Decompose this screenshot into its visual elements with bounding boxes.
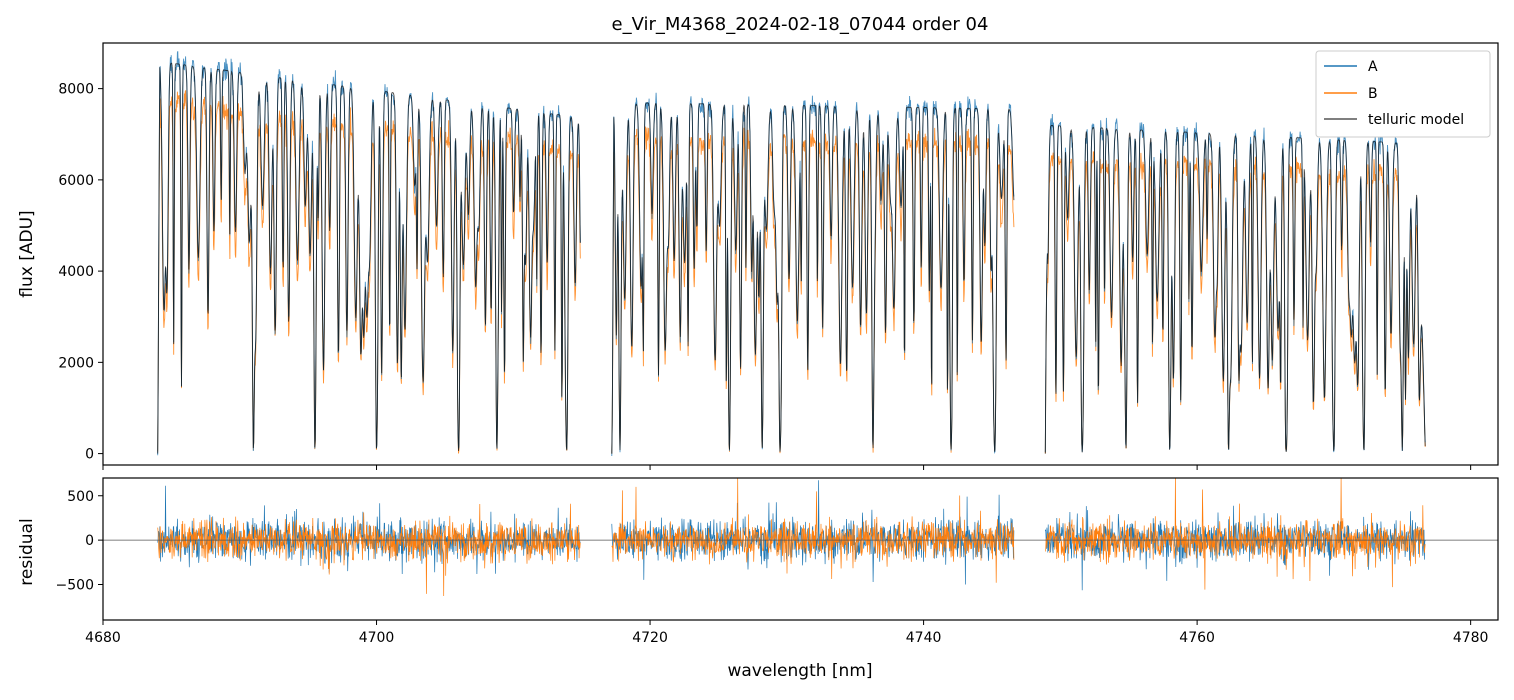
residual-b-line [157,503,581,597]
legend-label-b: B [1368,86,1378,102]
telluric-model-line [1044,125,1426,454]
residual-x-ticks: 4680 4700 4720 4740 4760 4780 [85,620,1488,646]
residual-y-axis-label: residual [17,518,37,585]
residual-y-tick-label: −500 [56,578,94,594]
residual-panel-frame [102,477,1499,621]
flux-y-tick-label: 8000 [58,82,94,98]
flux-y-axis-label: flux [ADU] [17,210,37,297]
flux-y-tick-label: 6000 [58,173,94,189]
residual-x-tick-label: 4700 [359,630,395,646]
legend-label-model: telluric model [1368,112,1464,128]
flux-panel-frame [102,42,1499,466]
flux-x-ticks [102,465,1472,470]
series-telluric-model [157,62,1426,454]
flux-y-ticks: 0 2000 4000 6000 8000 [58,82,103,463]
residual-panel: −500 0 500 4680 4700 4720 4740 4760 4780 residu… [17,477,1499,681]
residual-x-tick-label: 4780 [1453,630,1489,646]
series-b-line [157,90,581,454]
residual-y-ticks: −500 0 500 [56,489,103,594]
residual-b-line [611,478,1015,583]
flux-y-tick-label: 4000 [58,264,94,280]
x-axis-label: wavelength [nm] [727,661,872,681]
flux-y-tick-label: 2000 [58,355,94,371]
residual-x-tick-label: 4760 [1179,630,1215,646]
flux-y-tick-label: 0 [85,447,94,463]
residual-y-tick-label: 0 [85,533,94,549]
residual-x-tick-label: 4720 [632,630,668,646]
residual-x-tick-label: 4740 [906,630,942,646]
series-b-residual [157,478,1426,597]
legend-label-a: A [1368,59,1378,75]
flux-panel: 0 2000 4000 6000 8000 flux [ADU] [17,42,1499,470]
residual-x-tick-label: 4680 [85,630,121,646]
legend: A B telluric model [1315,50,1491,138]
residual-b-line [1044,478,1426,590]
residual-y-tick-label: 500 [67,489,94,505]
telluric-model-line [157,62,581,454]
telluric-model-line [611,102,1015,454]
legend-box [1315,50,1491,138]
chart-title: e_Vir_M4368_2024-02-18_07044 order 04 [612,14,989,35]
